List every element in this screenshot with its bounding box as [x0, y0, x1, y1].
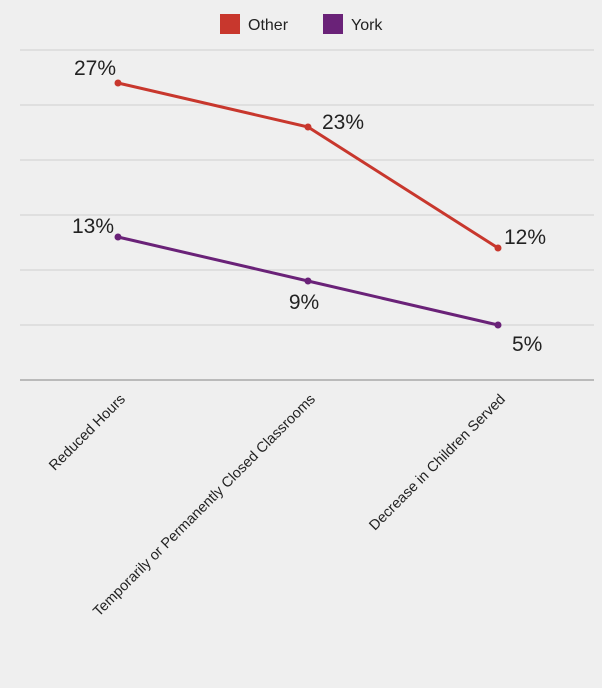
data-point-other — [305, 124, 312, 131]
data-point-other — [495, 245, 502, 252]
data-label-other: 12% — [504, 226, 546, 249]
data-point-york — [495, 322, 502, 329]
series-line-other — [118, 83, 498, 248]
data-label-york: 9% — [289, 291, 319, 314]
x-tick-label: Decrease in Children Served — [366, 392, 508, 534]
data-label-york: 13% — [72, 215, 114, 238]
data-labels: 27% 23% 12% 13% 9% 5% — [72, 57, 546, 356]
legend-label-other: Other — [248, 17, 289, 34]
data-point-york — [115, 234, 122, 241]
legend-swatch-other — [220, 14, 240, 34]
data-label-other: 27% — [74, 57, 116, 80]
data-label-york: 5% — [512, 333, 542, 356]
data-point-other — [115, 80, 122, 87]
legend-swatch-york — [323, 14, 343, 34]
x-tick-label: Temporarily or Permanently Closed Classr… — [90, 392, 318, 620]
legend-label-york: York — [351, 17, 383, 34]
legend: Other York — [220, 14, 383, 34]
data-label-other: 23% — [322, 111, 364, 134]
data-point-york — [305, 278, 312, 285]
x-tick-label: Reduced Hours — [46, 392, 129, 475]
